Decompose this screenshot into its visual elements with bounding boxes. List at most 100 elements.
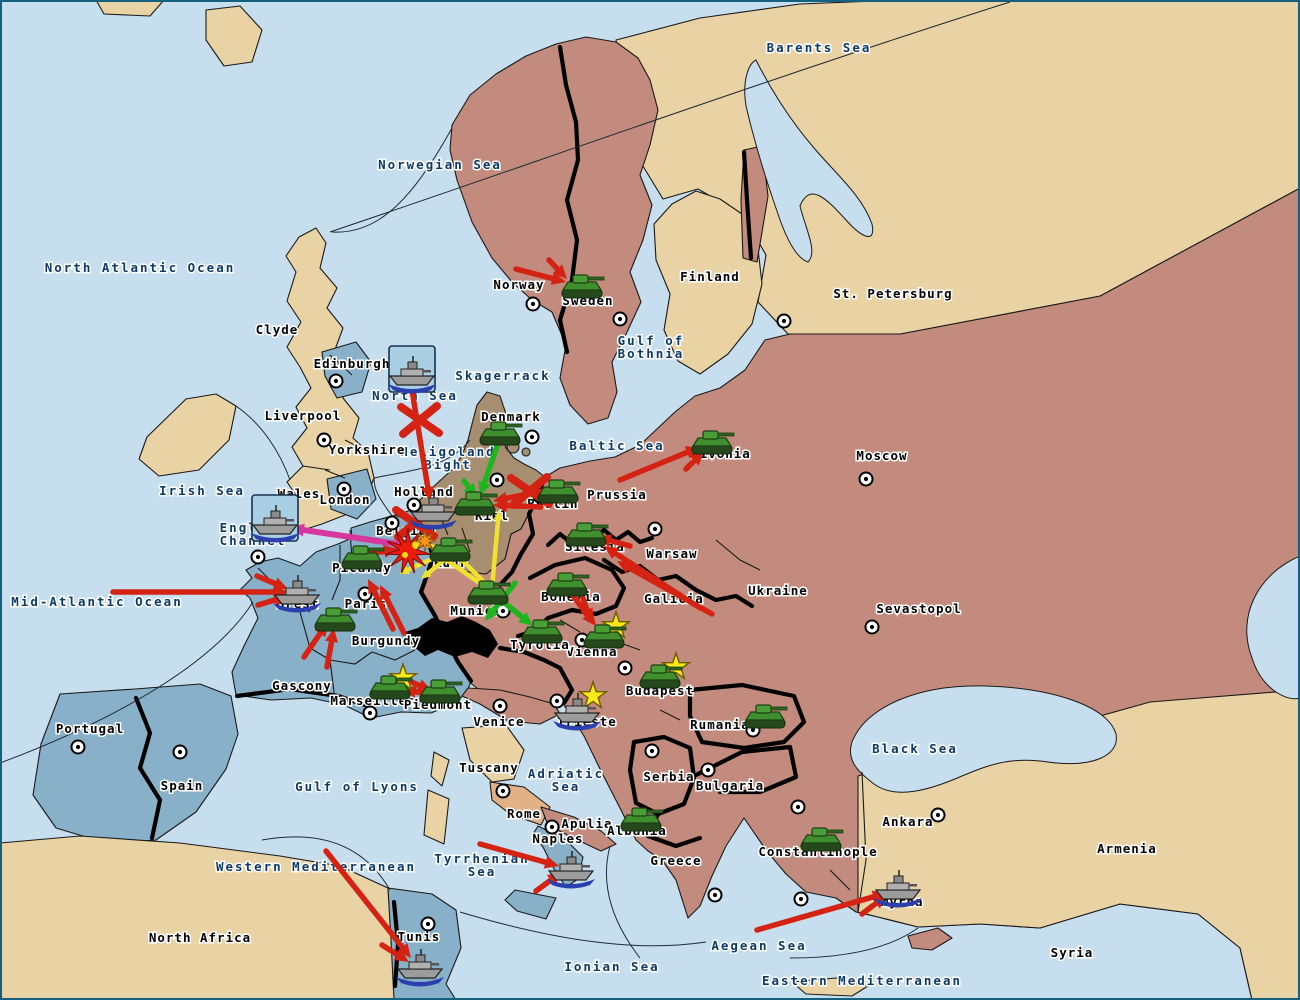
region-cyprus[interactable] [907,927,953,951]
province-label-moscow: Moscow [856,448,907,463]
province-label-gascony: Gascony [272,678,332,693]
province-label-norway: Norway [493,277,544,292]
province-label-tunis: Tunis [398,929,441,944]
province-label-finland: Finland [680,269,740,284]
province-label-rumania: Rumania [690,717,750,732]
failed-order-x-marker [397,402,443,438]
supply-center-dot [328,373,344,389]
province-label-syria: Syria [1051,945,1094,960]
sea-label-norwegian-sea: Norwegian Sea [378,157,502,172]
supply-center-dot [700,762,716,778]
province-label-denmark: Denmark [481,409,541,424]
province-label-portugal: Portugal [56,721,124,736]
army-unit-picardy[interactable] [341,545,385,570]
fleet-unit-trieste[interactable] [553,693,601,731]
black-sea [850,685,1117,793]
fleet-unit-smyrna[interactable] [874,870,922,908]
supply-center-dot [790,799,806,815]
sea-label-baltic-sea: Baltic Sea [569,438,664,453]
supply-center-dot [489,472,505,488]
supply-center-dot [544,819,560,835]
region-denmark-isle-2[interactable] [521,447,531,457]
star-marker [660,650,692,681]
army-unit-budapest[interactable] [639,664,683,689]
region-scandinavia[interactable] [449,36,659,425]
fleet-unit-north-sea[interactable] [388,345,436,394]
order-arrow-red [409,387,435,501]
army-unit-burgundy[interactable] [314,607,358,632]
province-label-burgundy: Burgundy [352,633,420,648]
army-unit-rumania[interactable] [744,704,788,729]
region-iberia[interactable] [32,683,239,844]
province-label-armenia: Armenia [1097,841,1157,856]
province-label-naples: Naples [532,831,583,846]
supply-center-dot [336,481,352,497]
sea-label-black-sea: Black Sea [872,741,958,756]
army-unit-kiel[interactable] [454,491,498,516]
province-label-warsaw: Warsaw [646,546,697,561]
region-venice[interactable] [461,687,561,725]
army-unit-munich[interactable] [467,580,511,605]
caspian-sea [1246,555,1300,700]
army-unit-piedmont[interactable] [419,679,463,704]
province-label-bulgaria: Bulgaria [696,778,764,793]
army-unit-marseilles[interactable] [369,675,413,700]
army-unit-livonia[interactable] [691,430,735,455]
supply-center-dot [644,743,660,759]
province-label-edinburgh: Edinburgh [314,356,391,371]
province-label-ukraine: Ukraine [748,583,808,598]
supply-center-dot [617,660,633,676]
region-ireland[interactable] [138,393,237,477]
province-label-sevastopol: Sevastopol [876,601,961,616]
province-label-holland: Holland [394,484,454,499]
order-arrow-red [617,561,715,617]
region-crete[interactable] [791,977,869,997]
supply-center-dot [864,619,880,635]
small-burst-marker [413,529,437,553]
region-sardinia[interactable] [423,789,450,845]
supply-center-dot [362,705,378,721]
sea-label-skagerrack: Skagerrack [455,368,550,383]
fleet-unit-english-channel[interactable] [251,494,299,543]
region-switzerland-impassable [405,616,498,658]
supply-center-dot [549,693,565,709]
province-label-greece: Greece [650,853,701,868]
fleet-unit-holland[interactable] [409,492,457,530]
order-arrow-red [368,579,396,632]
order-arrow-red [546,257,567,279]
supply-center-dot [492,698,508,714]
province-label-apulia: Apulia [561,816,612,831]
unit-layer [251,274,922,987]
army-unit-berlin[interactable] [537,479,581,504]
region-sicily[interactable] [504,889,557,920]
army-unit-ruhr[interactable] [429,537,473,562]
region-corsica[interactable] [430,751,450,787]
sea-label-irish-sea: Irish Sea [159,483,245,498]
order-arrow-yellow [489,510,503,591]
region-tuscany[interactable] [461,724,525,783]
order-arrow-red [324,628,338,670]
province-label-venice: Venice [473,714,524,729]
army-unit-albania[interactable] [620,807,664,832]
army-unit-silesia[interactable] [565,522,609,547]
sea-label-ionian-sea: Ionian Sea [564,959,659,974]
island-nw-1 [95,0,165,17]
region-london[interactable] [326,468,377,520]
army-unit-denmark[interactable] [479,421,523,446]
army-unit-constantinople[interactable] [800,827,844,852]
order-arrow-red [380,585,407,636]
fleet-unit-naples[interactable] [547,851,595,889]
supply-center-dot [250,549,266,565]
army-unit-vienna[interactable] [583,624,627,649]
army-unit-sweden[interactable] [561,274,605,299]
sea-label-western-mediterranean: Western Mediterranean [216,859,416,874]
supply-center-dot [406,497,422,513]
army-unit-bohemia[interactable] [546,572,590,597]
fleet-unit-brest[interactable] [273,575,321,613]
region-finland[interactable] [653,190,763,375]
army-unit-tyrolia[interactable] [521,619,565,644]
supply-center-dot [70,739,86,755]
fleet-unit-tunis[interactable] [396,949,444,987]
